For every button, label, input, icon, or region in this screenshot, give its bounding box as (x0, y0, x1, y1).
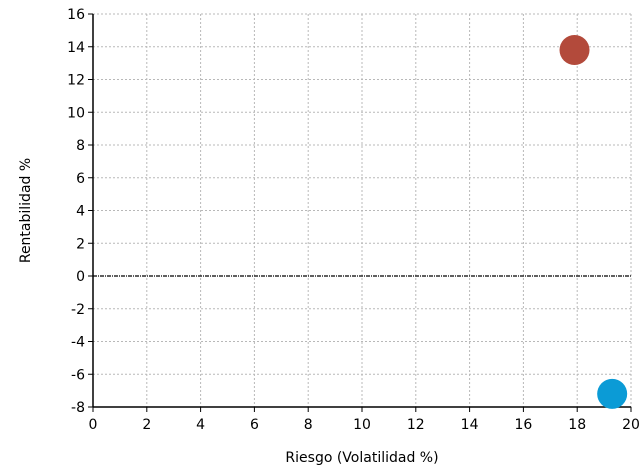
y-tick-labels: 16 14 12 10 8 6 4 2 0 -2 -4 -6 -8 (67, 7, 85, 416)
y-tick-label: 0 (76, 269, 85, 285)
y-tick-label: 14 (67, 40, 85, 56)
y-tick-label: -8 (71, 400, 85, 416)
y-axis-title: Rentabilidad % (18, 158, 34, 263)
x-tick-label: 20 (622, 417, 640, 433)
y-tick-label: 12 (67, 73, 85, 89)
x-tick-label: 12 (407, 417, 425, 433)
y-tick-label: -2 (71, 302, 85, 318)
x-tick-label: 18 (568, 417, 586, 433)
x-tick-label: 16 (514, 417, 532, 433)
grid (93, 13, 632, 407)
x-tick-label: 0 (89, 417, 98, 433)
y-tick-label: 4 (76, 204, 85, 220)
x-axis-title: Riesgo (Volatilidad %) (285, 450, 438, 466)
x-tick-label: 4 (196, 417, 205, 433)
y-tick-label: 16 (67, 7, 85, 23)
x-tick-label: 6 (250, 417, 259, 433)
y-tick-label: 10 (67, 105, 85, 121)
x-tick-labels: 0 2 4 6 8 10 12 14 16 18 20 (89, 417, 640, 433)
data-point[interactable] (597, 378, 628, 409)
y-tick-label: -6 (71, 367, 85, 383)
x-tick-label: 10 (353, 417, 371, 433)
axis-ticks (88, 13, 632, 412)
x-tick-label: 2 (142, 417, 151, 433)
x-tick-label: 8 (304, 417, 313, 433)
y-tick-label: 6 (76, 171, 85, 187)
data-point[interactable] (559, 35, 590, 66)
y-tick-label: 2 (76, 236, 85, 252)
x-tick-label: 14 (461, 417, 479, 433)
data-points (559, 35, 628, 409)
y-tick-label: -4 (71, 335, 85, 351)
y-tick-label: 8 (76, 138, 85, 154)
